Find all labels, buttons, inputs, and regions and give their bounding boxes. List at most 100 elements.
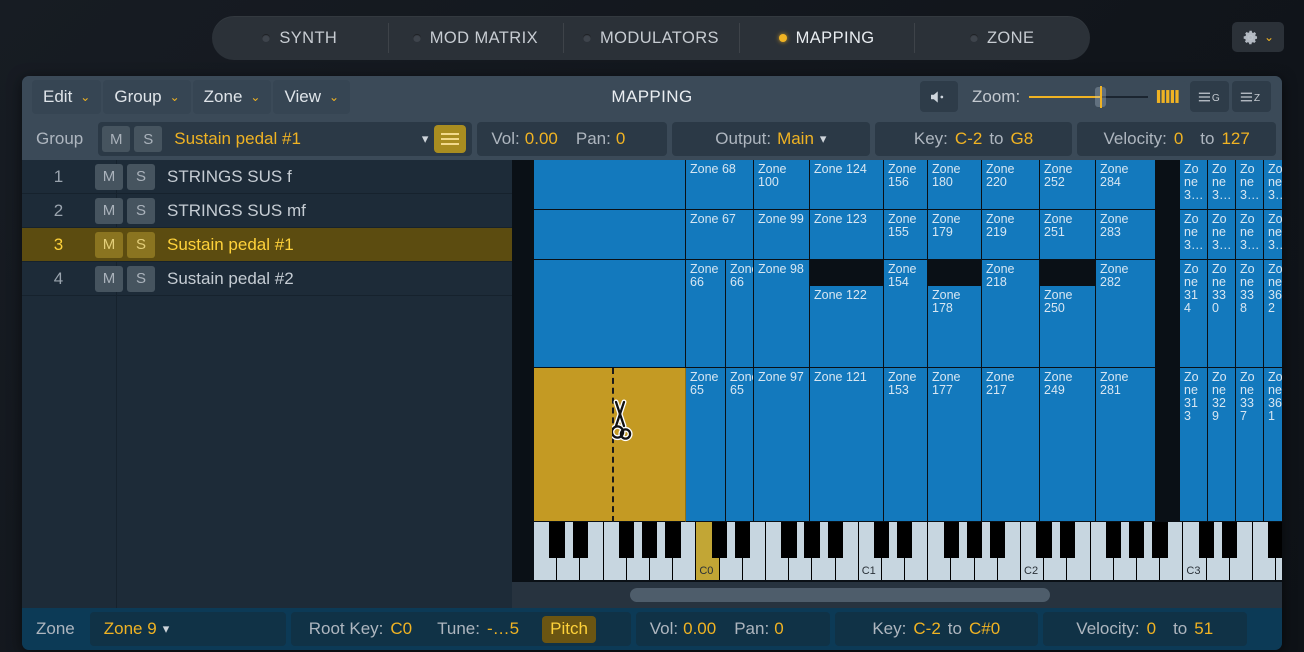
group-selector-field[interactable]: M S Sustain pedal #1 ▾ <box>98 122 473 156</box>
group-row-name[interactable]: STRINGS SUS mf <box>167 200 306 220</box>
zone-cell[interactable]: Zone 3… <box>1208 160 1236 210</box>
group-row[interactable]: 4 M S Sustain pedal #2 <box>22 262 512 296</box>
zone-band[interactable] <box>534 160 686 210</box>
group-velocity-range-field[interactable]: Velocity: 0 to 127 <box>1077 122 1276 156</box>
group-output-value[interactable]: Main <box>777 129 814 148</box>
zone-cell[interactable]: Zone 314 <box>1180 260 1208 368</box>
zone-cell[interactable]: Zone 3… <box>1236 160 1264 210</box>
piano-keyboard[interactable]: C0 C1 C2 C3 <box>534 522 1282 580</box>
group-row-mute-button[interactable]: M <box>95 163 123 190</box>
tab-synth[interactable]: SYNTH <box>212 16 388 60</box>
zone-cell[interactable]: Zone 154 <box>884 260 928 368</box>
group-row-mute-button[interactable]: M <box>95 231 123 258</box>
piano-black-key[interactable] <box>827 522 843 558</box>
piano-black-key[interactable] <box>572 522 588 558</box>
output-stepper-icon[interactable]: ▾ <box>819 131 827 147</box>
zone-cell[interactable]: Zone 100 <box>754 160 810 210</box>
zone-vel-low[interactable]: 0 <box>1146 619 1157 638</box>
group-list-view-button[interactable]: G <box>1190 81 1229 112</box>
zone-vol-value[interactable]: 0.00 <box>683 619 717 638</box>
group-row-solo-button[interactable]: S <box>127 163 155 190</box>
group-list[interactable]: 1 M S STRINGS SUS f 2 M S STRINGS SUS mf 3 M S Sust… <box>22 160 512 608</box>
settings-button[interactable]: ⌄ <box>1232 22 1284 52</box>
piano-black-key[interactable] <box>943 522 959 558</box>
tab-mapping[interactable]: MAPPING <box>738 16 915 60</box>
menu-view[interactable]: View ⌄ <box>273 80 351 114</box>
zone-cell-selected[interactable] <box>534 368 686 522</box>
tab-modulators[interactable]: MODULATORS <box>563 16 739 60</box>
zone-selected-value[interactable]: Zone 9 <box>103 619 157 638</box>
piano-black-key[interactable] <box>665 522 681 558</box>
zone-cell[interactable]: Zone 124 <box>810 160 884 210</box>
audition-speaker-button[interactable] <box>920 81 958 112</box>
group-pan-value[interactable]: 0 <box>615 129 626 148</box>
zone-cell[interactable]: Zone 177 <box>928 368 982 522</box>
zone-cell[interactable]: Zone 66 <box>686 260 726 368</box>
zone-cell[interactable]: Zone 97 <box>754 368 810 522</box>
zone-cell[interactable]: Zone 3… <box>1264 160 1282 210</box>
piano-black-key[interactable] <box>642 522 658 558</box>
zone-cell[interactable]: Zone 330 <box>1208 260 1236 368</box>
group-vel-low[interactable]: 0 <box>1173 129 1184 148</box>
group-name-value[interactable]: Sustain pedal #1 <box>174 129 301 148</box>
group-vel-high[interactable]: 127 <box>1221 129 1250 148</box>
zone-cell[interactable]: Zone 98 <box>754 260 810 368</box>
group-output-field[interactable]: Output: Main ▾ <box>672 122 870 156</box>
zone-cell[interactable]: Zone 281 <box>1096 368 1156 522</box>
piano-black-key[interactable] <box>874 522 890 558</box>
piano-black-key[interactable] <box>1198 522 1214 558</box>
group-row-solo-button[interactable]: S <box>127 231 155 258</box>
zone-cell[interactable]: Zone 3… <box>1264 210 1282 260</box>
zone-cell[interactable]: Zone 362 <box>1264 260 1282 368</box>
zone-cell[interactable]: Zone 155 <box>884 210 928 260</box>
piano-black-key[interactable] <box>549 522 565 558</box>
zoom-slider-handle[interactable] <box>1095 86 1107 108</box>
zone-vel-high[interactable]: 51 <box>1194 619 1214 638</box>
zone-cell[interactable]: Zone 282 <box>1096 260 1156 368</box>
group-mute-button[interactable]: M <box>102 126 131 152</box>
pitch-button[interactable]: Pitch <box>542 615 596 643</box>
zone-cell[interactable]: Zone 99 <box>754 210 810 260</box>
group-row[interactable]: 2 M S STRINGS SUS mf <box>22 194 512 228</box>
zone-cell[interactable]: Zone 251 <box>1040 210 1096 260</box>
zone-cell[interactable]: Zone 66 <box>726 260 754 368</box>
zone-cell[interactable]: Zone 122 <box>810 286 884 368</box>
horizontal-scrollbar[interactable] <box>512 582 1282 608</box>
group-vol-pan-field[interactable]: Vol: 0.00 Pan: 0 <box>477 122 668 156</box>
zone-band[interactable] <box>534 210 686 260</box>
zone-cell[interactable]: Zone 219 <box>982 210 1040 260</box>
zone-cell[interactable]: Zone 220 <box>982 160 1040 210</box>
zone-cell[interactable]: Zone 153 <box>884 368 928 522</box>
zone-key-range-field[interactable]: Key: C-2 to C#0 <box>834 612 1038 646</box>
piano-black-key[interactable] <box>1152 522 1168 558</box>
group-row-name[interactable]: STRINGS SUS f <box>167 166 292 186</box>
zone-cell[interactable]: Zone 3… <box>1180 210 1208 260</box>
group-row[interactable]: 1 M S STRINGS SUS f <box>22 160 512 194</box>
tune-value[interactable]: -…5 <box>486 619 520 638</box>
zone-cell[interactable]: Zone 68 <box>686 160 754 210</box>
menu-edit[interactable]: Edit ⌄ <box>32 80 102 114</box>
tab-mod-matrix[interactable]: MOD MATRIX <box>387 16 564 60</box>
group-row-solo-button[interactable]: S <box>127 197 155 224</box>
zone-cell[interactable]: Zone 218 <box>982 260 1040 368</box>
zone-cell[interactable]: Zone 361 <box>1264 368 1282 522</box>
piano-black-key[interactable] <box>781 522 797 558</box>
keyboard-view-button[interactable] <box>1148 81 1187 112</box>
root-key-value[interactable]: C0 <box>390 619 413 638</box>
zone-cell[interactable]: Zone 283 <box>1096 210 1156 260</box>
zone-cell[interactable]: Zone 217 <box>982 368 1040 522</box>
group-row-name[interactable]: Sustain pedal #1 <box>167 234 294 254</box>
piano-black-key[interactable] <box>1105 522 1122 558</box>
zone-velocity-range-field[interactable]: Velocity: 0 to 51 <box>1042 612 1247 646</box>
piano-black-key[interactable] <box>734 522 751 558</box>
zone-cell[interactable]: Zone 121 <box>810 368 884 522</box>
zone-cell[interactable]: Zone 179 <box>928 210 982 260</box>
zone-cell[interactable]: Zone 65 <box>726 368 754 522</box>
zone-key-low[interactable]: C-2 <box>913 619 941 638</box>
group-stepper-icon[interactable]: ▾ <box>421 131 429 147</box>
group-menu-button[interactable] <box>434 125 467 153</box>
piano-black-key[interactable] <box>1036 522 1052 558</box>
piano-black-key[interactable] <box>897 522 913 558</box>
zone-pan-value[interactable]: 0 <box>774 619 784 638</box>
piano-black-key[interactable] <box>618 522 635 558</box>
